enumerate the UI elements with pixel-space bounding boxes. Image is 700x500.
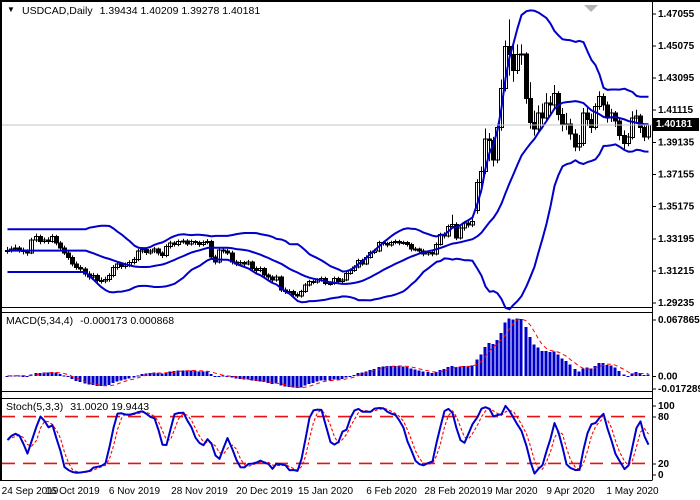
chart-shift-marker-icon[interactable]	[584, 5, 598, 12]
date-axis-label: 16 Oct 2019	[45, 486, 100, 497]
date-axis-label: 24 Sep 2019	[2, 486, 59, 497]
price-axis-label: 1.37155	[658, 170, 695, 181]
stoch-axis-label: 100	[658, 401, 675, 412]
bollinger-lower-band	[7, 143, 649, 311]
ohlc-values-label: 1.39434 1.40209 1.39278 1.40181	[99, 5, 261, 17]
date-axis-label: 20 Dec 2019	[236, 486, 293, 497]
stoch-indicator-label: Stoch(5,3,3)	[6, 401, 64, 413]
price-axis-label: 1.47055	[658, 9, 695, 20]
candles-bear	[17, 45, 647, 297]
stoch-axis-label: 80	[658, 412, 670, 423]
price-axis-label: 1.33195	[658, 234, 695, 245]
stoch-values-label: 31.0020 19.9443	[70, 401, 150, 413]
candle-wicks	[7, 19, 649, 298]
macd-axis-label: -0.017289	[658, 384, 700, 395]
price-axis-label: 1.35175	[658, 202, 695, 213]
macd-axis-label: 0.00	[658, 371, 678, 382]
macd-indicator-label: MACD(5,34,4)	[6, 315, 74, 327]
macd-signal-line	[7, 318, 649, 389]
macd-scale[interactable]: 0.067865 0.00 -0.017289	[652, 315, 700, 395]
bollinger-upper-band	[7, 9, 649, 273]
date-axis-label: 9 Apr 2020	[546, 486, 595, 497]
stoch-pane-title: Stoch(5,3,3) 31.0020 19.9443	[6, 401, 149, 413]
main-pane-title: USDCAD,Daily 1.39434 1.40209 1.39278 1.40…	[22, 5, 260, 17]
date-axis-label: 15 Jan 2020	[298, 486, 353, 497]
date-axis-label: 19 Mar 2020	[481, 486, 538, 497]
stoch-axis-label: 0	[658, 470, 664, 481]
price-axis-label: 1.43095	[658, 73, 695, 84]
stoch-axis-label: 20	[658, 459, 670, 470]
date-axis-label: 1 May 2020	[606, 486, 659, 497]
frame-lines	[0, 2, 653, 481]
date-axis-label: 28 Nov 2019	[171, 486, 228, 497]
bollinger-middle-band	[7, 100, 649, 285]
symbol-period-label: USDCAD,Daily	[22, 5, 93, 17]
price-axis-label: 1.29235	[658, 298, 695, 309]
price-axis-label: 1.41115	[658, 105, 693, 116]
stoch-main-line	[6, 404, 650, 475]
macd-values-label: -0.000173 0.000868	[80, 315, 175, 327]
current-price-tag: 1.40181	[653, 118, 699, 132]
date-axis-label: 6 Nov 2019	[109, 486, 161, 497]
candles-bull	[5, 45, 651, 297]
macd-axis-label: 0.067865	[658, 315, 700, 326]
price-axis-label: 1.45075	[658, 41, 695, 52]
macd-pane-title: MACD(5,34,4) -0.000173 0.000868	[6, 315, 174, 327]
price-scale[interactable]: 1.47055 1.45075 1.43095 1.41115 1.39135 1.371…	[652, 9, 695, 309]
bollinger-bands	[7, 9, 649, 311]
symbol-dropdown-icon[interactable]: ▼	[7, 5, 15, 14]
date-axis-label: 6 Feb 2020	[366, 486, 417, 497]
price-axis-label: 1.39135	[658, 137, 695, 148]
macd-histogram	[5, 318, 650, 388]
date-axis-label: 28 Feb 2020	[424, 486, 481, 497]
price-axis-label: 1.31215	[658, 266, 695, 277]
stoch-signal-line	[7, 407, 649, 473]
